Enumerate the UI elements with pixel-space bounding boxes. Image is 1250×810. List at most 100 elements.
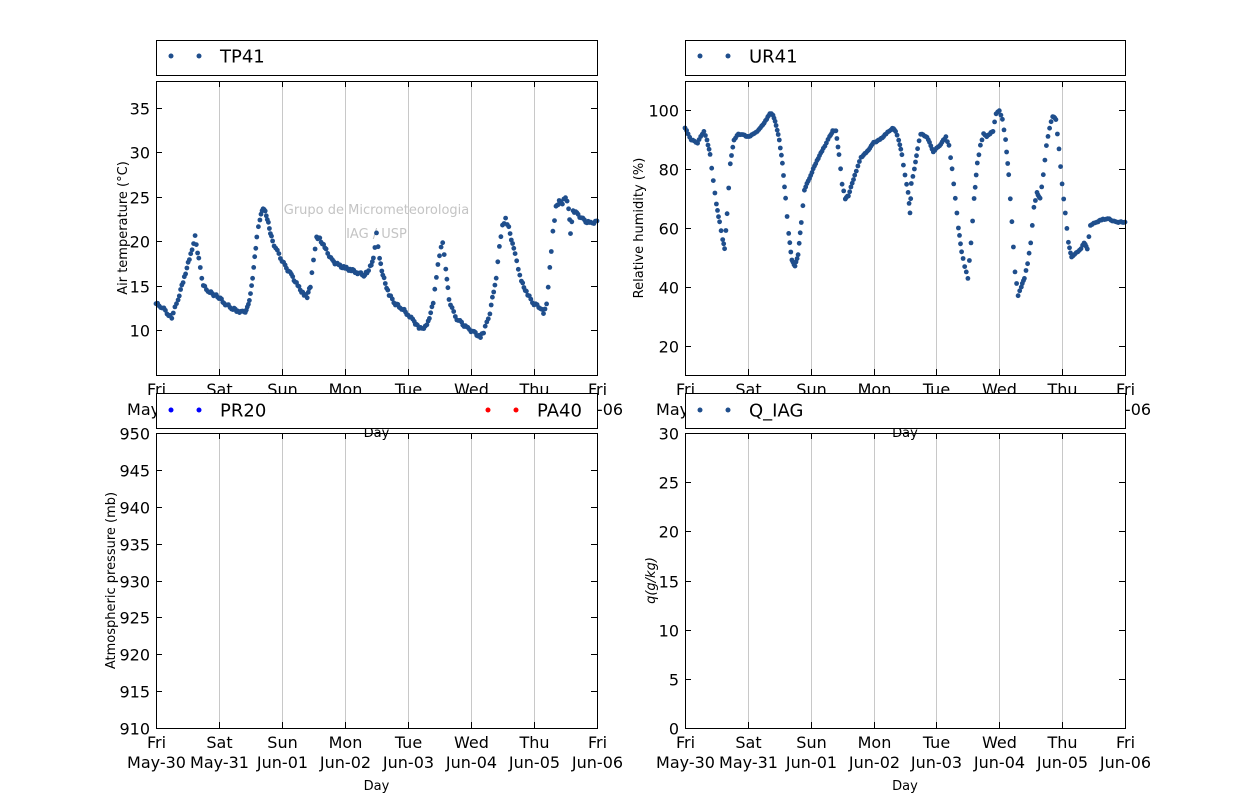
y-tick-label: 40 [659,279,679,298]
data-point [1026,250,1032,256]
data-point [998,112,1004,118]
data-point [908,196,914,202]
x-tick-label-date: May-31 [190,753,249,772]
data-point [906,201,912,206]
data-point [309,270,315,276]
data-point [1037,195,1043,201]
data-point [973,172,979,178]
watermark-text: Grupo de Micrometeorologia [284,203,470,218]
data-point [1047,125,1052,131]
legend-label: PA40 [537,401,582,422]
legend-overlay-4: Q_IAG [685,393,1126,429]
data-point [717,219,722,225]
data-point [774,127,780,133]
data-point [707,152,713,157]
y-tick-label: 30 [130,144,150,163]
x-tick-label-day: Thu [1046,733,1077,752]
data-point [514,258,520,264]
data-point [963,269,969,275]
data-point [701,129,707,134]
data-point [970,218,975,224]
data-point [907,210,913,216]
data-point [541,311,546,316]
x-tick-label-date: Jun-02 [848,753,900,772]
data-point [833,128,839,134]
data-point [270,238,275,244]
data-point [199,275,205,281]
x-tick-label-date: Jun-04 [445,753,497,772]
data-point [1042,157,1048,163]
data-point [446,297,452,302]
y-axis-label: Relative humidity (%) [632,158,647,299]
data-point [429,304,435,310]
data-point [566,206,571,212]
data-point [323,246,329,252]
data-point [552,218,557,224]
data-point [894,132,900,138]
data-point [520,280,526,286]
chart-panel-3: PR20PA40910915920925930935940945950FriMa… [104,393,623,794]
x-tick-label-date: Jun-02 [319,753,371,772]
x-tick-label-day: Sun [796,733,826,752]
data-point [965,276,971,281]
y-tick-label: 10 [130,322,150,341]
data-point [445,285,451,291]
data-point [787,240,793,246]
data-point [1015,293,1021,299]
data-point [1058,164,1063,170]
data-point [544,301,549,307]
data-point [512,251,518,256]
data-point [374,230,379,236]
data-point [568,231,573,237]
data-point [978,142,983,148]
data-point [945,139,950,145]
x-tick-label-date: May-30 [127,753,186,772]
data-point [369,259,375,265]
data-point [954,210,960,216]
x-tick-label-day: Thu [518,733,549,752]
data-point [482,323,488,329]
data-point [724,211,730,217]
x-tick-label-day: Fri [147,733,166,752]
y-tick-label: 935 [119,536,150,555]
x-tick-label-day: Fri [1116,733,1135,752]
data-point [974,160,980,166]
data-point [196,255,202,261]
x-tick-label-day: Sat [735,733,761,752]
x-tick-label-date: Jun-03 [382,753,434,772]
legend-overlay-3: PR20 PA40 [156,393,598,429]
data-point [715,208,720,213]
data-point [485,316,491,322]
data-point [524,288,529,294]
data-point [705,142,711,148]
data-point [849,180,855,186]
data-point [371,255,376,261]
data-point [542,306,548,312]
data-point [424,322,430,328]
data-point [178,287,184,292]
y-tick-label: 945 [119,462,150,481]
data-point [1001,127,1007,133]
data-point [375,244,381,250]
legend-marker [196,407,202,413]
data-point [276,251,282,256]
data-point [1009,219,1015,225]
data-point [267,226,272,231]
data-point [1005,161,1011,166]
data-point [897,142,903,148]
data-point [430,300,436,306]
data-point [249,283,255,288]
x-tick-label-day: Tue [922,733,950,752]
x-tick-label-day: Sun [267,733,297,752]
data-point [510,241,515,246]
data-point [709,165,715,171]
data-point [712,190,718,196]
data-point [438,244,444,250]
data-point [784,214,790,219]
data-point [183,271,189,277]
legend-marker [725,407,731,413]
data-point [727,161,733,167]
data-point [492,282,498,288]
data-point [1018,284,1024,290]
data-point [901,162,906,168]
